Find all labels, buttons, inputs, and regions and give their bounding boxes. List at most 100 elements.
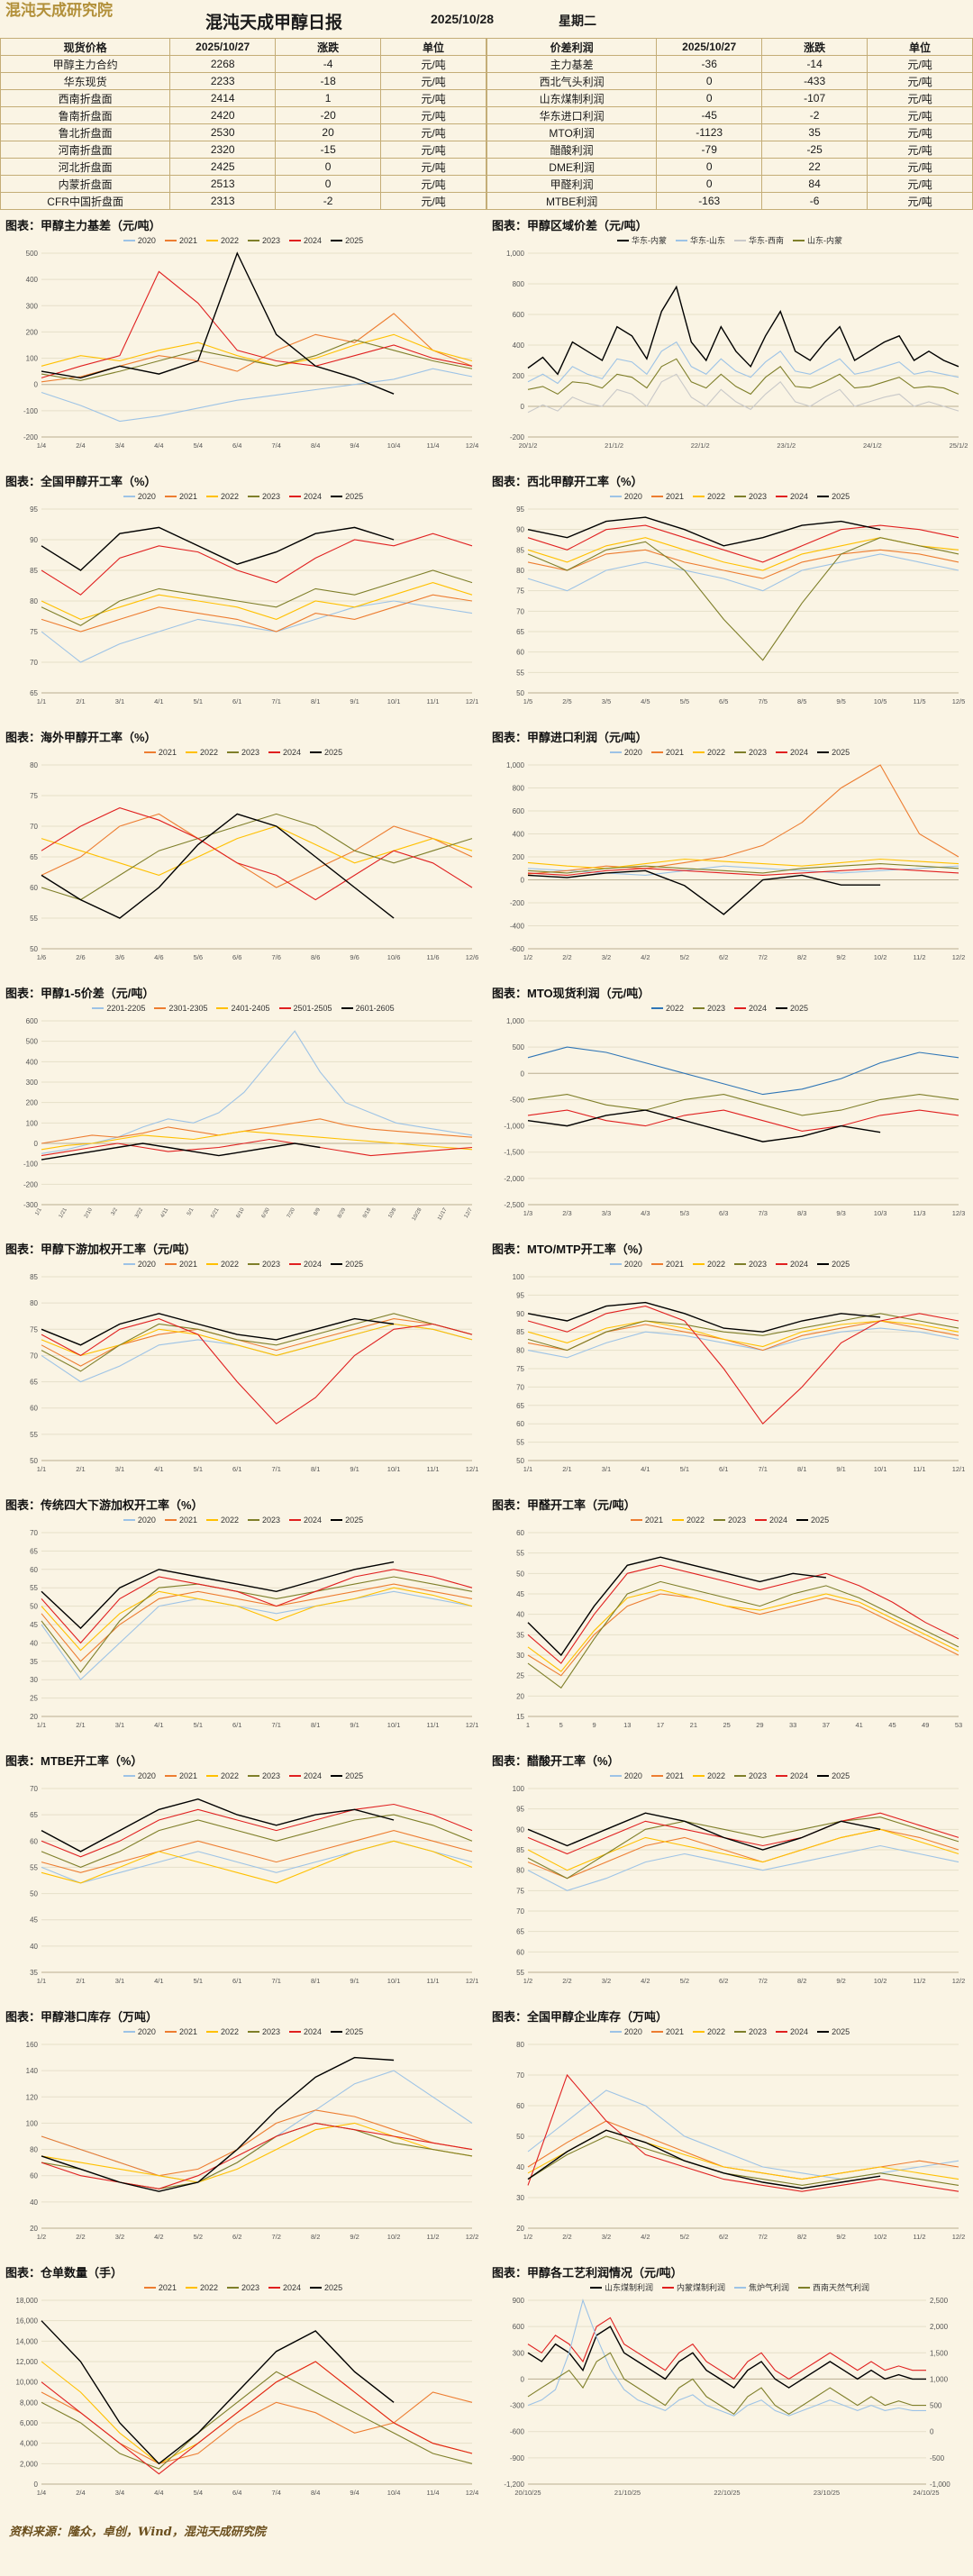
legend-label: 2020	[623, 1770, 642, 1780]
svg-text:8/9: 8/9	[314, 1206, 323, 1216]
svg-text:11/1: 11/1	[427, 1465, 440, 1473]
legend-swatch	[154, 1006, 167, 1009]
legend-swatch	[589, 2286, 602, 2289]
legend-item: 2025	[817, 2027, 850, 2036]
table-row: 甲醛利润 0 84 元/吨	[486, 175, 973, 193]
svg-text:200: 200	[513, 853, 525, 861]
chart-grid: 图表：甲醇主力基差（元/吨） 2020 2021 2022 2023 2024 2025 -2…	[0, 212, 973, 2515]
legend-label: 内蒙煤制利润	[676, 2283, 725, 2292]
svg-text:6/4: 6/4	[232, 441, 241, 450]
svg-text:-400: -400	[510, 923, 525, 931]
chart-legend: 2021 2022 2023 2024 2025	[486, 1514, 973, 1525]
legend-item: 2025	[817, 1260, 850, 1269]
legend-label: 2023	[241, 747, 260, 757]
legend-swatch	[123, 1518, 135, 1521]
chart-series-line	[527, 1320, 959, 1352]
svg-text:5/4: 5/4	[194, 2489, 203, 2497]
svg-text:100: 100	[26, 2119, 39, 2127]
legend-item: 2020	[123, 1516, 156, 1525]
chart-series-line	[41, 2122, 473, 2189]
svg-text:25/1/2: 25/1/2	[950, 441, 968, 450]
table-cell: 元/吨	[867, 175, 973, 193]
svg-text:-1,000: -1,000	[930, 2480, 950, 2489]
table-cell: 元/吨	[867, 158, 973, 176]
chart-series-line	[527, 1094, 959, 1116]
svg-text:8/6: 8/6	[311, 953, 320, 961]
chart-canvas: 20 30 40 50 60 70 80 1/2 2/2 3/2 4/2 5/2 6/2 7/2 8/2 9/…	[516, 2041, 965, 2241]
legend-swatch	[123, 1774, 135, 1777]
table-cell: 主力基差	[486, 55, 658, 73]
chart-series-line	[527, 1564, 959, 1664]
table-cell: 鲁北折盘面	[0, 123, 171, 141]
table-cell: 2313	[169, 192, 277, 210]
table-cell: 醋酸利润	[486, 141, 658, 159]
svg-text:49: 49	[922, 1721, 929, 1729]
svg-text:3/2: 3/2	[602, 1977, 611, 1985]
chart-legend: 2020 2021 2022 2023 2024 2025	[486, 746, 973, 758]
legend-swatch	[734, 1774, 746, 1777]
legend-label: 2020	[137, 1259, 156, 1269]
svg-text:70: 70	[516, 2071, 524, 2080]
legend-item: 2022	[185, 748, 218, 757]
legend-label: 2201-2205	[106, 1003, 146, 1013]
chart-block: 图表：MTO/MTP开工率（%） 2020 2021 2022 2023 2024 2025…	[486, 1235, 973, 1491]
svg-text:1/2: 1/2	[523, 1977, 532, 1985]
legend-item: 2024	[268, 2283, 301, 2292]
chart-series-line	[527, 868, 959, 876]
table-cell: 山东煤制利润	[486, 89, 658, 107]
legend-swatch	[226, 751, 239, 753]
svg-text:5/1: 5/1	[194, 1977, 203, 1985]
report-header: 混沌天成研究院 混沌天成甲醇日报 2025/10/28 星期二	[0, 0, 973, 38]
table-cell: 元/吨	[867, 141, 973, 159]
legend-label: 2022	[220, 1259, 239, 1269]
chart-series-line	[527, 764, 959, 875]
svg-text:10/2: 10/2	[874, 953, 887, 961]
chart-series-line	[41, 1576, 473, 1673]
svg-text:200: 200	[26, 328, 39, 336]
chart-series-line	[41, 270, 473, 378]
chart-legend: 2020 2021 2022 2023 2024 2025	[0, 1514, 486, 1525]
svg-text:5/1: 5/1	[194, 697, 203, 705]
svg-text:400: 400	[26, 276, 39, 284]
svg-text:6,000: 6,000	[20, 2419, 39, 2427]
svg-text:4/2: 4/2	[641, 2233, 650, 2241]
svg-text:65: 65	[30, 1811, 38, 1819]
chart-series-line	[527, 1812, 959, 1855]
svg-text:1/2: 1/2	[523, 953, 532, 961]
legend-swatch	[205, 1518, 218, 1521]
svg-text:21/10/25: 21/10/25	[614, 2489, 641, 2497]
legend-item: 2020	[609, 1770, 642, 1780]
svg-text:30: 30	[30, 1676, 38, 1684]
legend-label: 2025	[832, 2026, 850, 2036]
svg-text:2/1: 2/1	[76, 697, 85, 705]
table-cell: 元/吨	[867, 192, 973, 210]
chart-title: 图表：醋酸开工率（%）	[492, 1754, 620, 1768]
legend-item: 2025	[331, 236, 363, 245]
legend-swatch	[734, 495, 746, 497]
table-row: 华东进口利润 -45 -2 元/吨	[486, 106, 973, 124]
svg-text:8/1: 8/1	[311, 697, 320, 705]
legend-swatch	[216, 1006, 229, 1009]
svg-text:160: 160	[26, 2041, 39, 2049]
svg-text:8/2: 8/2	[311, 2233, 320, 2241]
svg-text:-1,500: -1,500	[504, 1149, 524, 1157]
chart-series-line	[527, 1327, 959, 1359]
chart-series-line	[527, 1109, 959, 1132]
chart-series-line	[527, 869, 881, 915]
svg-text:8/2: 8/2	[797, 953, 806, 961]
svg-text:140: 140	[26, 2067, 39, 2075]
chart-series-line	[527, 1109, 881, 1142]
legend-swatch	[205, 2030, 218, 2033]
legend-swatch	[713, 1518, 725, 1521]
svg-text:75: 75	[516, 587, 524, 596]
legend-swatch	[248, 495, 259, 497]
svg-text:9/1: 9/1	[350, 1977, 359, 1985]
table-cell: 0	[656, 158, 763, 176]
chart-legend: 2201-2205 2301-2305 2401-2405 2501-2505 2601…	[0, 1002, 486, 1014]
svg-text:4/1: 4/1	[641, 1465, 650, 1473]
svg-text:1/4: 1/4	[37, 441, 46, 450]
svg-text:-1,000: -1,000	[504, 1123, 524, 1131]
svg-text:7/1: 7/1	[272, 1977, 281, 1985]
svg-text:9/18: 9/18	[362, 1206, 372, 1219]
legend-item: 2025	[331, 1260, 363, 1269]
